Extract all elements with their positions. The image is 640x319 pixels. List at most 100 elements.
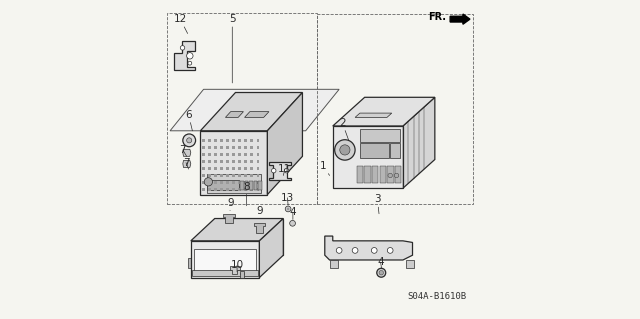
- Bar: [226, 174, 228, 177]
- Bar: [244, 188, 247, 191]
- Polygon shape: [223, 214, 235, 223]
- Bar: [244, 181, 247, 184]
- Bar: [257, 174, 259, 177]
- Polygon shape: [215, 219, 284, 255]
- Bar: [250, 188, 253, 191]
- Bar: [232, 146, 235, 149]
- Polygon shape: [406, 260, 414, 268]
- Bar: [188, 258, 194, 268]
- Bar: [257, 160, 259, 163]
- Bar: [232, 188, 235, 191]
- Bar: [250, 167, 253, 170]
- Text: 3: 3: [374, 194, 381, 214]
- Bar: [208, 167, 211, 170]
- Circle shape: [187, 138, 192, 143]
- Text: 10: 10: [230, 260, 244, 272]
- Bar: [202, 146, 205, 149]
- Circle shape: [336, 248, 342, 253]
- Bar: [208, 160, 211, 163]
- Bar: [167, 13, 317, 204]
- Text: 1: 1: [320, 161, 330, 175]
- Polygon shape: [194, 249, 256, 274]
- Bar: [232, 153, 235, 156]
- Text: 13: 13: [281, 193, 294, 205]
- Polygon shape: [200, 131, 268, 195]
- Bar: [244, 153, 247, 156]
- Text: 4: 4: [378, 257, 384, 269]
- Text: 7: 7: [182, 158, 189, 169]
- Polygon shape: [259, 219, 284, 278]
- Text: 2: 2: [339, 118, 349, 140]
- Bar: [202, 181, 205, 184]
- Bar: [220, 174, 223, 177]
- Bar: [364, 166, 371, 183]
- Bar: [232, 160, 235, 163]
- Bar: [244, 174, 247, 177]
- Bar: [226, 160, 228, 163]
- Bar: [244, 181, 248, 190]
- Circle shape: [340, 145, 350, 155]
- Bar: [257, 188, 259, 191]
- Text: 8: 8: [243, 182, 250, 206]
- Bar: [214, 139, 217, 142]
- Bar: [226, 181, 228, 184]
- Circle shape: [188, 61, 192, 65]
- Bar: [202, 139, 205, 142]
- Bar: [244, 146, 247, 149]
- Bar: [202, 153, 205, 156]
- Polygon shape: [225, 112, 243, 117]
- Bar: [226, 167, 228, 170]
- Bar: [220, 160, 223, 163]
- Bar: [214, 167, 217, 170]
- Bar: [238, 181, 241, 184]
- Bar: [250, 139, 253, 142]
- Text: 6: 6: [185, 110, 193, 131]
- Bar: [214, 146, 217, 149]
- Bar: [238, 153, 241, 156]
- Polygon shape: [360, 129, 400, 142]
- Bar: [250, 174, 253, 177]
- Polygon shape: [403, 97, 435, 188]
- Polygon shape: [330, 260, 337, 268]
- Polygon shape: [183, 149, 191, 156]
- Bar: [214, 174, 217, 177]
- Bar: [226, 139, 228, 142]
- Circle shape: [388, 173, 392, 178]
- Circle shape: [335, 140, 355, 160]
- Bar: [256, 258, 262, 268]
- Circle shape: [271, 168, 276, 173]
- Bar: [208, 146, 211, 149]
- Text: FR.: FR.: [428, 11, 446, 22]
- Bar: [257, 146, 259, 149]
- Bar: [356, 166, 363, 183]
- Polygon shape: [355, 113, 392, 117]
- Bar: [244, 160, 247, 163]
- Bar: [232, 139, 235, 142]
- Text: 4: 4: [289, 207, 296, 219]
- Circle shape: [394, 173, 399, 178]
- Bar: [208, 181, 211, 184]
- Circle shape: [387, 248, 393, 253]
- Circle shape: [377, 268, 386, 277]
- Bar: [220, 139, 223, 142]
- Polygon shape: [244, 112, 269, 117]
- Text: 7: 7: [179, 145, 187, 156]
- Circle shape: [284, 168, 289, 173]
- Polygon shape: [333, 97, 435, 126]
- Polygon shape: [324, 236, 413, 260]
- Polygon shape: [390, 143, 400, 158]
- Bar: [244, 167, 247, 170]
- Bar: [257, 139, 259, 142]
- Bar: [317, 14, 473, 204]
- Bar: [226, 146, 228, 149]
- Bar: [226, 153, 228, 156]
- Bar: [214, 153, 217, 156]
- Bar: [220, 181, 223, 184]
- Polygon shape: [183, 160, 191, 167]
- Bar: [226, 188, 228, 191]
- Bar: [244, 139, 247, 142]
- Bar: [208, 139, 211, 142]
- Polygon shape: [191, 219, 284, 241]
- Bar: [208, 153, 211, 156]
- Polygon shape: [170, 89, 339, 131]
